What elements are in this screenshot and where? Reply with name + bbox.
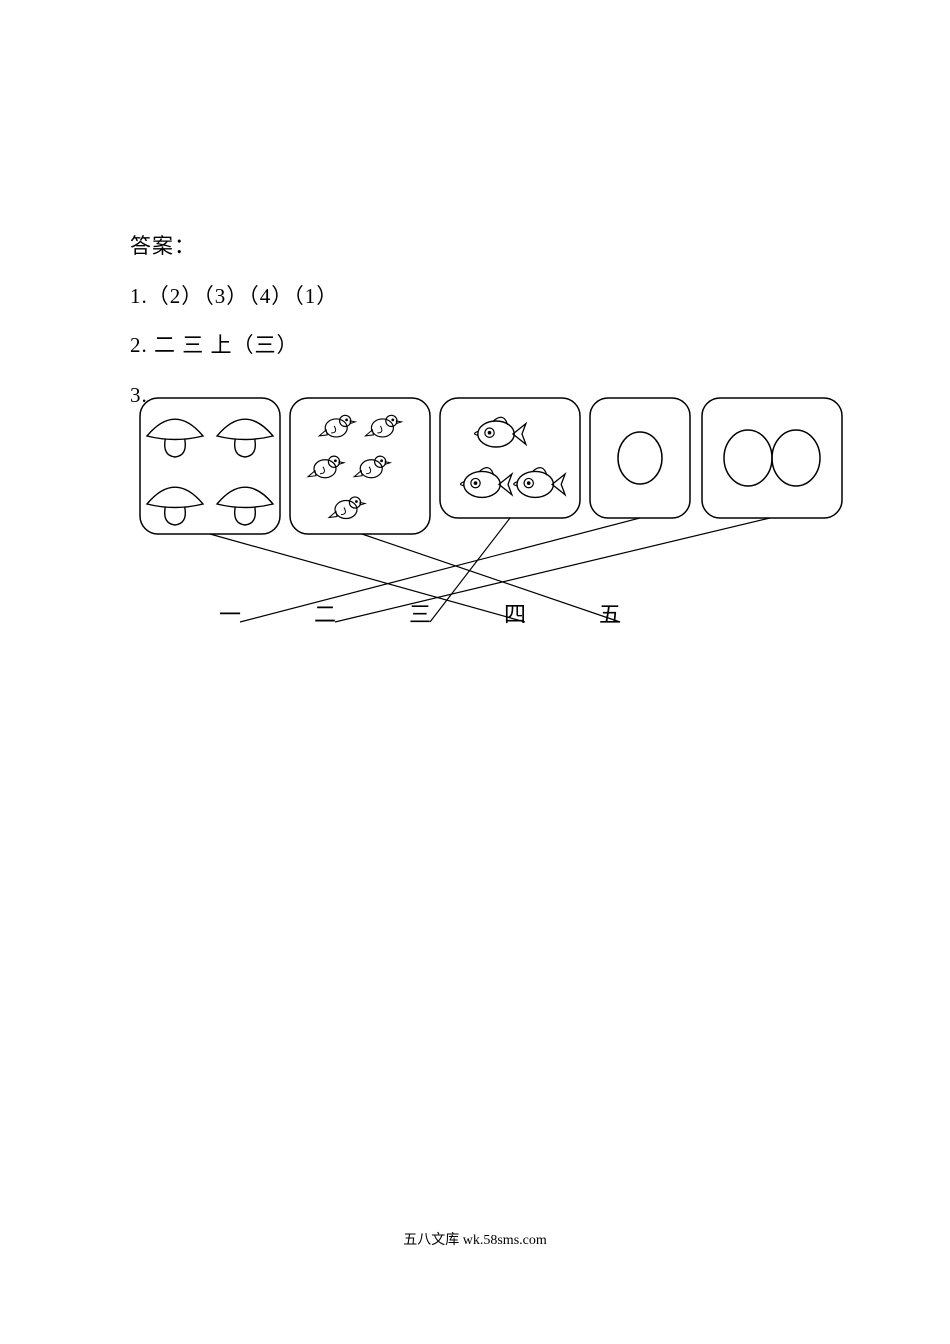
box-content-fish: [461, 417, 566, 497]
answer-line-2: 2. 二 三 上（三）: [130, 329, 850, 363]
match-line-1: [362, 534, 620, 622]
box-fish: [440, 398, 580, 518]
bird-icon: [371, 419, 393, 437]
number-label-3: 四: [504, 602, 526, 627]
box-circle1: [590, 398, 690, 518]
matching-diagram: 一二三四五: [130, 394, 850, 654]
match-line-3: [240, 518, 640, 622]
mushroom-icon: [217, 419, 273, 439]
box-content-circle1: [618, 432, 662, 484]
diagram-svg: 一二三四五: [130, 394, 850, 654]
mushroom-icon: [217, 487, 273, 507]
fish-icon: [517, 471, 553, 497]
fish-icon: [478, 421, 514, 447]
answer-header: 答案：: [130, 230, 850, 264]
mushroom-icon: [147, 419, 203, 439]
bird-icon: [335, 501, 357, 519]
number-label-4: 五: [599, 602, 621, 627]
bird-icon: [325, 419, 347, 437]
number-label-0: 一: [219, 602, 241, 627]
page-footer: 五八文库 wk.58sms.com: [0, 1229, 950, 1249]
circle-icon: [618, 432, 662, 484]
box-content-mushrooms: [147, 419, 273, 525]
fish-icon: [464, 471, 500, 497]
mushroom-icon: [147, 487, 203, 507]
match-line-0: [210, 534, 525, 622]
bird-icon: [360, 460, 382, 478]
number-label-1: 二: [314, 602, 336, 627]
box-content-circle2: [724, 430, 820, 486]
box-mushrooms: [140, 398, 280, 534]
bird-icon: [314, 460, 336, 478]
box-content-birds: [308, 415, 401, 518]
number-label-2: 三: [409, 602, 431, 627]
circle-icon: [724, 430, 772, 486]
circle-icon: [772, 430, 820, 486]
answer-line-1: 1.（2）（3）（4）（1）: [130, 280, 850, 314]
box-birds: [290, 398, 430, 534]
